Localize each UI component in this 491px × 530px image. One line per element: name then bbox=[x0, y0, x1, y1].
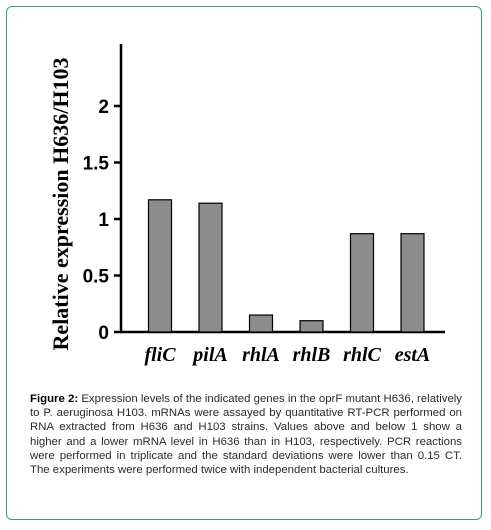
x-tick-label-estA: estA bbox=[395, 344, 431, 366]
x-tick-label-rhlA: rhlA bbox=[242, 344, 280, 366]
x-ticks: fliC pilA rhlA rhlB rhlC estA bbox=[144, 344, 430, 366]
x-tick-label-fliC: fliC bbox=[144, 344, 176, 366]
x-tick-label-pilA: pilA bbox=[191, 344, 227, 366]
x-tick-label-rhlB: rhlB bbox=[293, 344, 331, 366]
bar-fliC bbox=[147, 199, 173, 333]
y-axis-label: Relative expression H636/H103 bbox=[48, 58, 73, 351]
y-tick-label: 0.5 bbox=[83, 267, 110, 288]
bar-estA bbox=[400, 233, 425, 333]
y-ticks: 0 0.5 1 1.5 2 bbox=[83, 97, 121, 344]
y-tick-label: 1 bbox=[98, 210, 109, 231]
y-tick-label: 2 bbox=[98, 97, 109, 118]
bar-rhlB bbox=[299, 320, 324, 333]
axes bbox=[119, 44, 445, 334]
bar-pilA bbox=[198, 202, 223, 333]
caption-label: Figure 2: bbox=[30, 393, 79, 405]
y-tick-label: 1.5 bbox=[83, 154, 110, 175]
figure-caption: Figure 2: Expression levels of the indic… bbox=[30, 392, 462, 477]
bar-rhlA bbox=[248, 314, 274, 333]
bar-chart: Relative expression H636/H103 00.511.52 … bbox=[48, 44, 445, 366]
caption-text: Expression levels of the indicated genes… bbox=[30, 393, 463, 477]
x-tick-label-rhlC: rhlC bbox=[343, 344, 381, 366]
bar-rhlC bbox=[349, 233, 375, 333]
y-tick-label: 0 bbox=[98, 323, 109, 344]
bars bbox=[147, 199, 425, 333]
